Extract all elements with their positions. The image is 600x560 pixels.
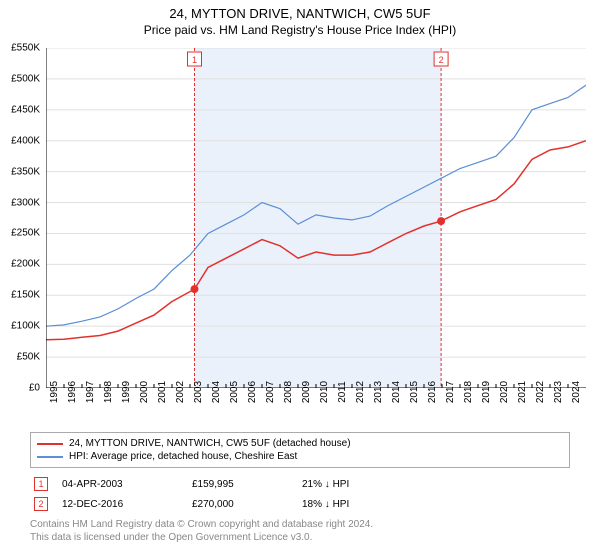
marker-badge-label: 2 (439, 55, 444, 65)
marker-number-box: 2 (34, 497, 48, 511)
x-tick-label: 2020 (499, 381, 510, 403)
x-tick-label: 2002 (175, 381, 186, 403)
chart-subtitle: Price paid vs. HM Land Registry's House … (0, 21, 600, 41)
x-tick-label: 2016 (427, 381, 438, 403)
x-tick-label: 2010 (319, 381, 330, 403)
legend-swatch (37, 443, 63, 445)
y-tick-label: £350K (11, 166, 40, 177)
marker-date: 12-DEC-2016 (62, 499, 192, 510)
x-tick-label: 2011 (337, 381, 348, 403)
x-tick-label: 2013 (373, 381, 384, 403)
x-tick-label: 2006 (247, 381, 258, 403)
x-tick-label: 2003 (193, 381, 204, 403)
x-tick-label: 2009 (301, 381, 312, 403)
chart-container: 24, MYTTON DRIVE, NANTWICH, CW5 5UF Pric… (0, 0, 600, 560)
series-marker (437, 217, 445, 225)
y-tick-label: £300K (11, 197, 40, 208)
x-tick-label: 2014 (391, 381, 402, 403)
legend-item: 24, MYTTON DRIVE, NANTWICH, CW5 5UF (det… (37, 437, 563, 450)
x-tick-label: 2015 (409, 381, 420, 403)
x-tick-label: 2004 (211, 381, 222, 403)
x-tick-label: 2001 (157, 381, 168, 403)
y-axis: £0£50K£100K£150K£200K£250K£300K£350K£400… (0, 48, 42, 388)
x-tick-label: 2024 (571, 381, 582, 403)
x-tick-label: 2021 (517, 381, 528, 403)
marker-price: £159,995 (192, 479, 302, 490)
y-tick-label: £250K (11, 228, 40, 239)
marker-number-box: 1 (34, 477, 48, 491)
x-tick-label: 2019 (481, 381, 492, 403)
y-tick-label: £150K (11, 290, 40, 301)
x-tick-label: 2005 (229, 381, 240, 403)
legend-swatch (37, 456, 63, 458)
marker-table-row: 2 12-DEC-2016£270,00018% ↓ HPI (30, 494, 570, 514)
chart-title: 24, MYTTON DRIVE, NANTWICH, CW5 5UF (0, 0, 600, 21)
legend-label: 24, MYTTON DRIVE, NANTWICH, CW5 5UF (det… (69, 438, 351, 449)
legend-label: HPI: Average price, detached house, Ches… (69, 451, 297, 462)
x-tick-label: 2008 (283, 381, 294, 403)
marker-price: £270,000 (192, 499, 302, 510)
y-tick-label: £400K (11, 135, 40, 146)
marker-pct: 18% ↓ HPI (302, 499, 422, 510)
x-tick-label: 1997 (85, 381, 96, 403)
chart-svg: 12 (46, 48, 586, 388)
shaded-region (195, 48, 442, 388)
x-tick-label: 2023 (553, 381, 564, 403)
footer-line2: This data is licensed under the Open Gov… (30, 531, 570, 544)
x-tick-label: 2000 (139, 381, 150, 403)
footer-line1: Contains HM Land Registry data © Crown c… (30, 518, 570, 531)
y-tick-label: £50K (17, 352, 40, 363)
marker-badge-label: 1 (192, 55, 197, 65)
x-tick-label: 1996 (67, 381, 78, 403)
x-tick-label: 1995 (49, 381, 60, 403)
marker-table-row: 1 04-APR-2003£159,99521% ↓ HPI (30, 474, 570, 494)
series-marker (191, 285, 199, 293)
x-tick-label: 2007 (265, 381, 276, 403)
x-tick-label: 2022 (535, 381, 546, 403)
x-tick-label: 2017 (445, 381, 456, 403)
footer: Contains HM Land Registry data © Crown c… (30, 518, 570, 544)
plot-area: 12 (46, 48, 586, 388)
marker-date: 04-APR-2003 (62, 479, 192, 490)
x-tick-label: 1998 (103, 381, 114, 403)
y-tick-label: £450K (11, 104, 40, 115)
y-tick-label: £100K (11, 321, 40, 332)
y-tick-label: £550K (11, 43, 40, 54)
marker-table: 1 04-APR-2003£159,99521% ↓ HPI 2 12-DEC-201… (30, 474, 570, 514)
legend-item: HPI: Average price, detached house, Ches… (37, 450, 563, 463)
y-tick-label: £0 (29, 383, 40, 394)
marker-pct: 21% ↓ HPI (302, 479, 422, 490)
x-tick-label: 2012 (355, 381, 366, 403)
x-axis: 1995199619971998199920002001200220032004… (46, 390, 586, 430)
x-tick-label: 2018 (463, 381, 474, 403)
legend: 24, MYTTON DRIVE, NANTWICH, CW5 5UF (det… (30, 432, 570, 468)
y-tick-label: £500K (11, 73, 40, 84)
x-tick-label: 1999 (121, 381, 132, 403)
y-tick-label: £200K (11, 259, 40, 270)
